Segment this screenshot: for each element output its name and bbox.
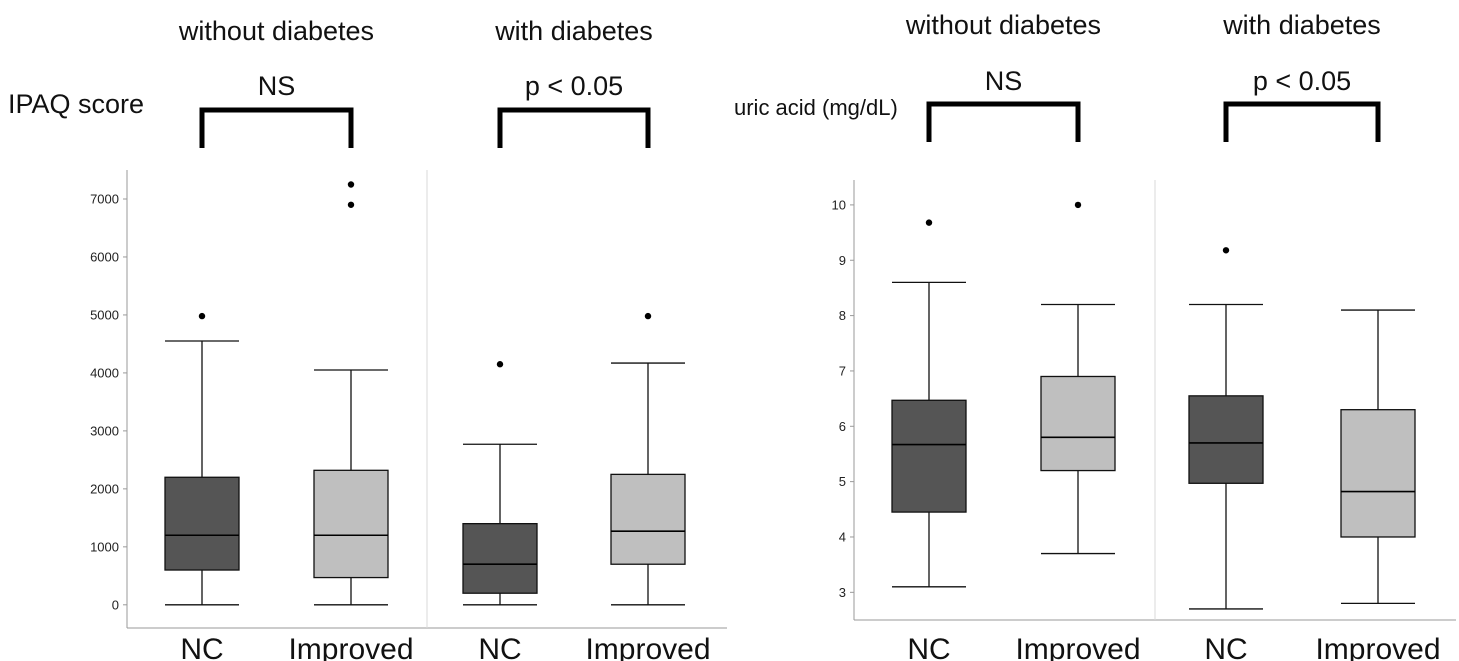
group-label: with diabetes — [494, 16, 653, 46]
iqr-box — [1040, 375, 1116, 472]
y-tick-label: 2000 — [90, 481, 119, 496]
y-tick-label: 8 — [839, 308, 846, 323]
y-axis-title: uric acid (mg/dL) — [734, 95, 898, 120]
outlier-point — [925, 219, 933, 226]
y-tick-label: 7 — [839, 363, 846, 378]
outlier-point — [1074, 201, 1082, 209]
y-tick-label: 9 — [839, 253, 846, 268]
significance-label: p < 0.05 — [525, 71, 623, 101]
significance-bracket — [199, 107, 354, 148]
outlier-point — [347, 201, 355, 208]
outlier-point — [496, 361, 504, 368]
group-label: with diabetes — [1222, 10, 1381, 40]
ipaq-score-panel: 0 1000 2000 3000 4000 5000 6000 7000 IPAQ score w… — [8, 16, 727, 661]
y-tick-label: 4 — [839, 529, 846, 544]
y-tick-label: 1000 — [90, 539, 119, 554]
y-axis-title: IPAQ score — [8, 89, 144, 119]
iqr-box — [891, 399, 967, 513]
y-tick-label: 3 — [839, 585, 846, 600]
category-label: Improved — [288, 633, 413, 661]
y-tick-label: 5 — [839, 474, 846, 489]
y-tick-label: 4000 — [90, 365, 119, 380]
y-tick-label: 6000 — [90, 249, 119, 264]
iqr-box — [610, 473, 686, 565]
outlier-point — [198, 312, 206, 320]
significance-label: NS — [985, 66, 1023, 96]
y-tick-label: 3000 — [90, 423, 119, 438]
y-tick-label: 0 — [112, 597, 119, 612]
category-label: Improved — [1015, 633, 1140, 661]
y-tick-label: 7000 — [90, 191, 119, 206]
y-tick-label: 10 — [832, 197, 846, 212]
iqr-box — [1340, 409, 1416, 538]
category-label: NC — [478, 633, 521, 661]
y-tick-label: 6 — [839, 419, 846, 434]
significance-label: p < 0.05 — [1253, 66, 1351, 96]
outlier-point — [1222, 247, 1230, 254]
category-label: NC — [180, 633, 223, 661]
significance-bracket — [497, 107, 651, 148]
uric-acid-panel: 3 4 5 6 7 8 9 10 uric acid (mg/dL) without diabet… — [734, 10, 1456, 661]
y-tick-label: 5000 — [90, 307, 119, 322]
significance-label: NS — [258, 71, 296, 101]
iqr-box — [462, 522, 538, 594]
category-label: NC — [907, 633, 950, 661]
category-label: Improved — [1315, 633, 1440, 661]
significance-bracket — [926, 101, 1081, 142]
outlier-point — [644, 312, 652, 320]
category-label: Improved — [585, 633, 710, 661]
iqr-box — [313, 469, 389, 579]
significance-bracket — [1223, 101, 1381, 142]
group-label: without diabetes — [905, 10, 1101, 40]
iqr-box — [164, 476, 240, 571]
group-label: without diabetes — [178, 16, 374, 46]
iqr-box — [1188, 395, 1264, 484]
outlier-point — [347, 181, 355, 188]
category-label: NC — [1204, 633, 1247, 661]
